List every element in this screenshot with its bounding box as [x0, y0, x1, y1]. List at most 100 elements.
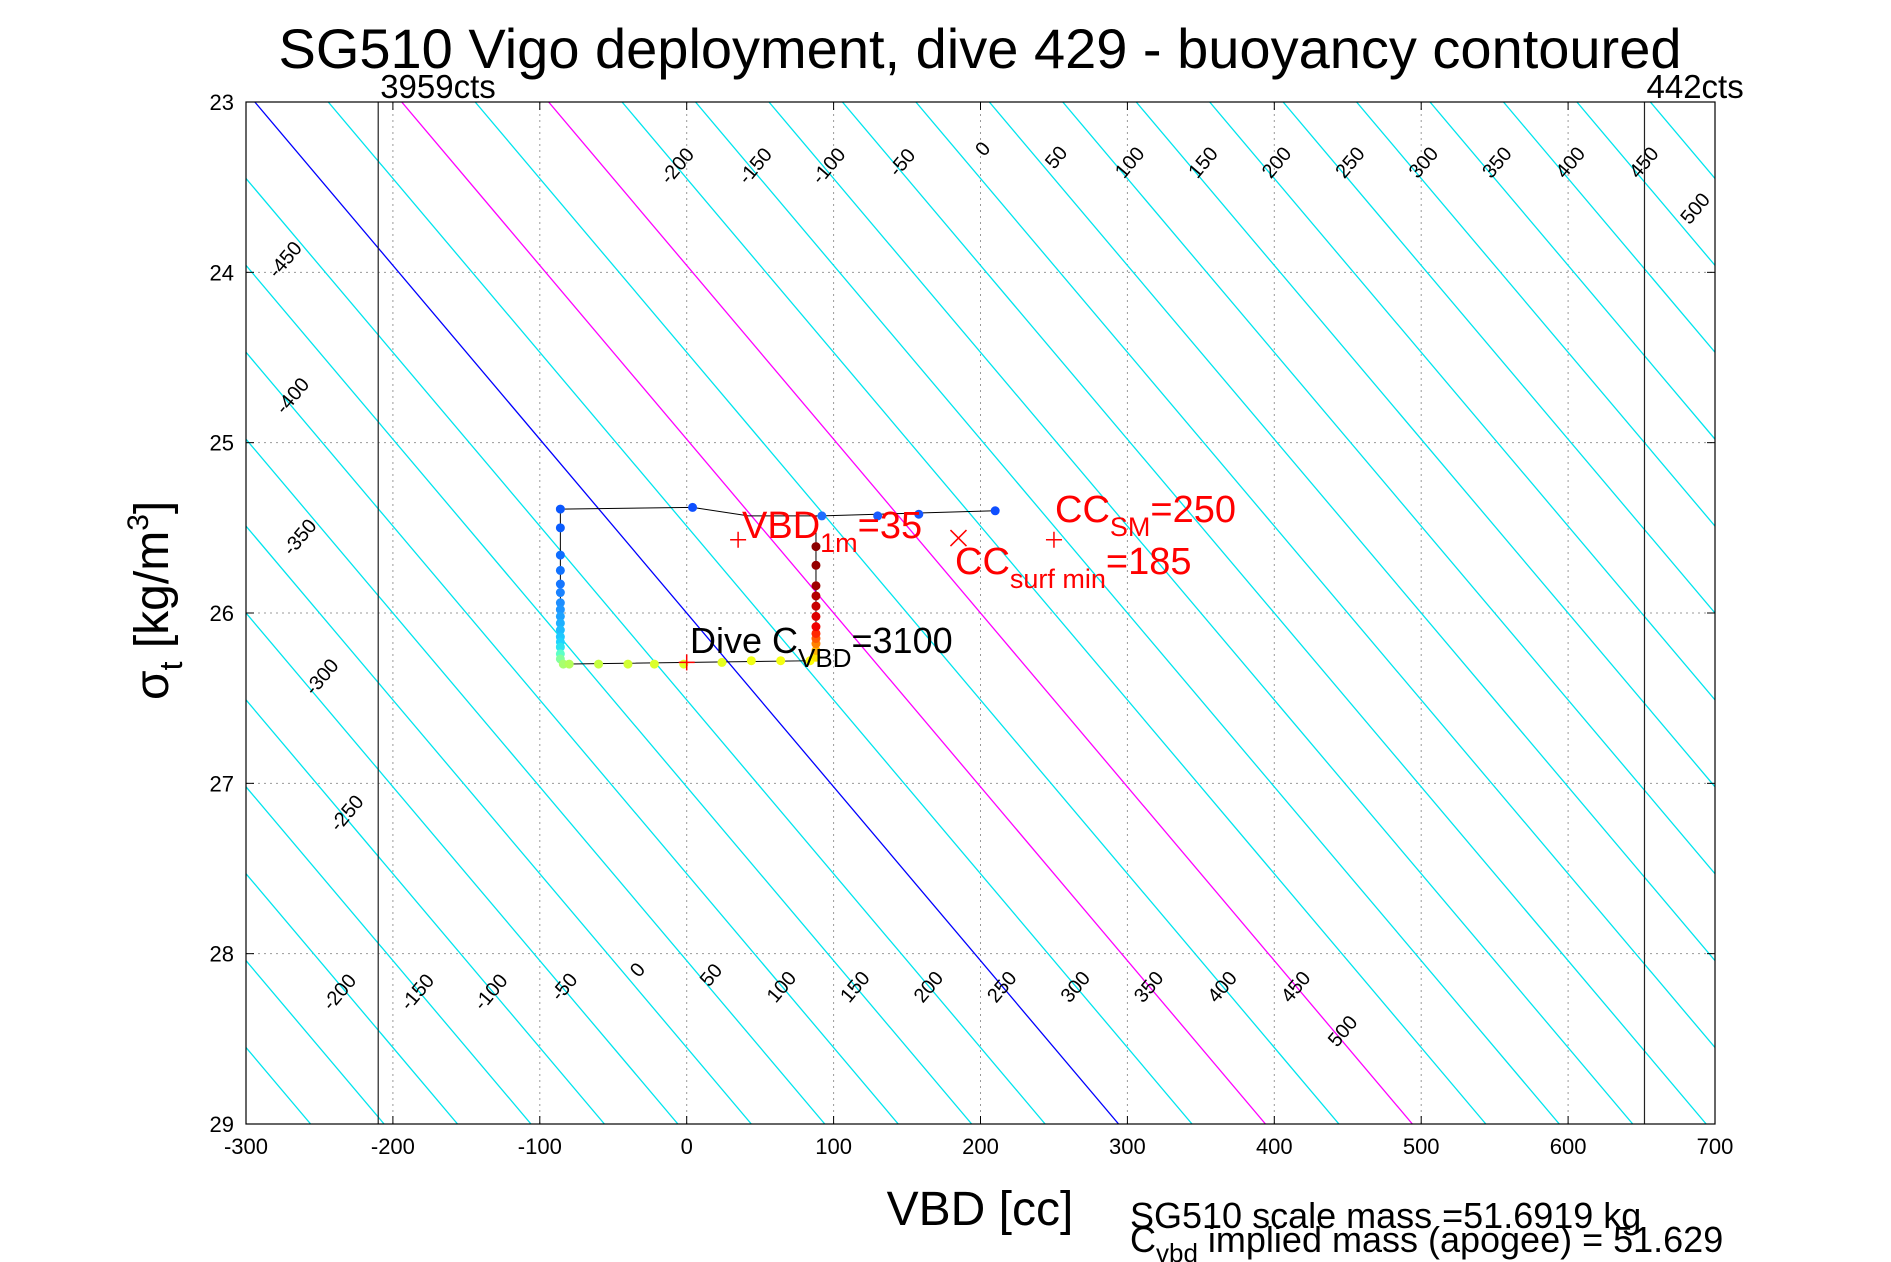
x-tick-label: 700	[1697, 1134, 1734, 1159]
y-tick-label: 28	[210, 942, 234, 967]
contour-label: 150	[1184, 143, 1222, 183]
y-label-symbol: σ	[126, 670, 179, 700]
dive-point	[594, 659, 604, 669]
x-tick-label: -100	[518, 1134, 562, 1159]
contour-line	[246, 959, 385, 1124]
contour-label: 300	[1405, 143, 1443, 183]
contour-label: 200	[1258, 143, 1296, 183]
x-tick-label: -300	[224, 1134, 268, 1159]
vbd-1m-annotation: VBD1m=35	[742, 505, 922, 558]
y-tick-label: 23	[210, 90, 234, 115]
y-label-unit-b: ]	[126, 501, 179, 514]
contour-label: 250	[1331, 143, 1369, 183]
contour-label: -250	[326, 791, 369, 836]
contour-label: -450	[264, 238, 307, 283]
x-tick-label: 300	[1109, 1134, 1146, 1159]
cc-surf-min-annotation: CCsurf min=185	[955, 541, 1192, 594]
contour-line	[474, 102, 1340, 1124]
contour-line	[1429, 102, 1715, 441]
x-tick-label: 500	[1403, 1134, 1440, 1159]
y-label-sub: t	[153, 661, 189, 670]
contour-line	[1282, 102, 1715, 615]
dive-point	[811, 591, 821, 601]
contour-labels: -450-400-350-300-250-200 -150 -100 -50 0 50 10…	[264, 138, 1715, 1052]
dive-point	[776, 656, 786, 666]
contour-label: 450	[1277, 967, 1315, 1007]
contour-label: -300	[301, 655, 344, 700]
scale-mass-text: SG510 scale mass =51.6919 kg	[1130, 1195, 1641, 1236]
contour-label: 350	[1130, 967, 1168, 1007]
y-tick-label: 25	[210, 431, 234, 456]
contour-label: 300	[1057, 967, 1095, 1007]
contour-line	[246, 785, 532, 1124]
dive-point	[564, 659, 574, 669]
dive-point	[555, 523, 565, 533]
cc-sm-annotation: CCSM=250	[1055, 489, 1236, 542]
contour-line	[768, 102, 1634, 1124]
contour-label: 500	[1677, 189, 1715, 229]
contour-label: 100	[1111, 143, 1149, 183]
contour-line	[401, 102, 1266, 1124]
contour-line	[246, 351, 899, 1124]
contour-line	[246, 438, 826, 1124]
x-tick-label: 0	[681, 1134, 693, 1159]
contour-line	[1135, 102, 1715, 788]
contour-line	[548, 102, 1413, 1124]
implied-mass-text: Cvbd implied mass (apogee) = 51.629	[1130, 1219, 1723, 1262]
contour-label: 200	[910, 967, 948, 1007]
contour-line	[1502, 102, 1715, 354]
y-tick-label: 26	[210, 601, 234, 626]
contour-line	[246, 872, 459, 1124]
x-tick-label: 400	[1256, 1134, 1293, 1159]
dive-point	[914, 509, 924, 519]
contour-label: 0	[971, 138, 995, 161]
contour-line	[988, 102, 1715, 962]
contour-line	[327, 102, 1193, 1124]
y-label-sup: 3	[122, 514, 155, 531]
dive-point	[990, 506, 1000, 516]
dive-point	[623, 659, 633, 669]
contour-label: -150	[734, 144, 777, 189]
contour-label: 0	[626, 959, 650, 982]
dive-profile-points	[555, 502, 1000, 669]
dive-point	[555, 579, 565, 589]
dive-point	[811, 542, 821, 552]
cross-marker	[949, 529, 967, 547]
contour-label: -50	[885, 145, 920, 181]
contour-line	[246, 611, 679, 1124]
chart-title: SG510 Vigo deployment, dive 429 - buoyan…	[278, 17, 1681, 80]
contour-line	[246, 177, 1046, 1124]
dive-c-vbd-annotation: Dive CVBD=3100	[690, 620, 953, 673]
dive-point	[649, 659, 659, 669]
contour-label: -400	[272, 374, 315, 419]
dive-point	[817, 511, 827, 521]
axis-ticks: -300 -200 -100 0 100 200 300 400 500 600 700232425…	[210, 90, 1734, 1159]
dive-point	[746, 656, 756, 666]
contour-label: -200	[319, 970, 362, 1015]
contour-line	[1576, 102, 1715, 267]
contour-label: -100	[808, 144, 851, 189]
dive-point	[873, 511, 883, 521]
contour-line	[1209, 102, 1715, 701]
contour-label: 250	[983, 967, 1021, 1007]
dive-point	[811, 601, 821, 611]
max-counts-label: 442cts	[1646, 68, 1743, 105]
reference-markers	[678, 529, 1062, 671]
dive-point	[811, 611, 821, 621]
contour-label: 400	[1552, 143, 1590, 183]
contour-line	[695, 102, 1560, 1124]
dive-point	[811, 581, 821, 591]
y-axis-label: σt [kg/m3]	[122, 501, 189, 700]
dive-point	[555, 550, 565, 560]
dive-point	[811, 622, 821, 632]
contour-line	[246, 264, 973, 1124]
contour-line	[915, 102, 1715, 1049]
x-tick-label: 200	[962, 1134, 999, 1159]
x-axis-label: VBD [cc]	[887, 1183, 1074, 1236]
contour-label: 150	[836, 967, 874, 1007]
contour-line	[1062, 102, 1715, 875]
y-tick-label: 24	[210, 260, 234, 285]
contour-label: 400	[1204, 967, 1242, 1007]
y-label-unit-a: [kg/m	[126, 531, 179, 662]
